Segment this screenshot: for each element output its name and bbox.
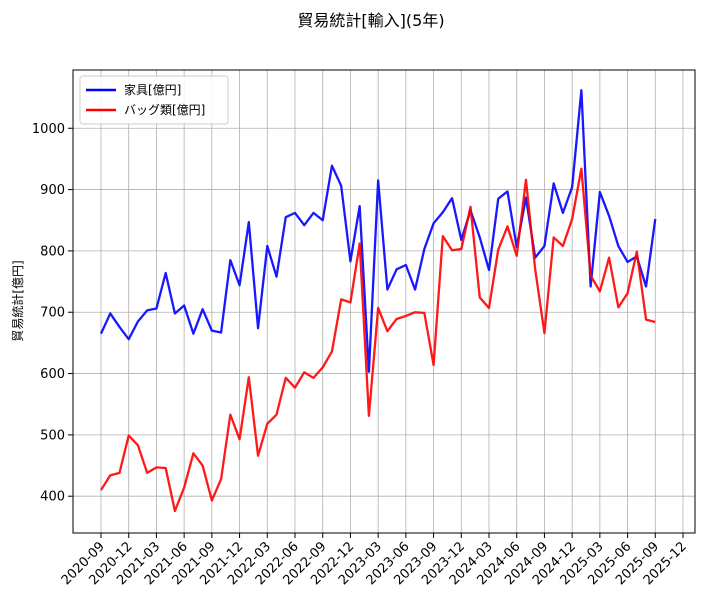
legend-label-furniture: 家具[億円] [124,82,181,97]
series-layer [99,89,657,513]
y-axis: 400 500 600 700 800 900 1000 [32,122,73,505]
y-tick-label: 500 [40,428,65,443]
chart-title: 貿易統計[輸入](5年) [297,11,444,30]
y-tick-label: 900 [40,183,65,198]
grid-layer [73,70,695,533]
series-line-bags [100,167,656,513]
legend-label-bags: バッグ類[億円] [124,103,205,117]
legend: 家具[億円] バッグ類[億円] [79,75,229,125]
y-tick-label: 700 [40,306,65,321]
y-tick-label: 400 [40,490,65,505]
y-tick-label: 600 [40,367,65,382]
series-line-furniture [99,89,657,373]
legend-box [79,75,229,125]
y-axis-label: 貿易統計[億円] [10,260,25,341]
x-axis: 2020-092020-122021-032021-062021-092021-… [59,533,690,588]
y-tick-label: 1000 [32,122,65,137]
y-tick-label: 800 [40,244,65,259]
plot-frame [72,69,696,534]
